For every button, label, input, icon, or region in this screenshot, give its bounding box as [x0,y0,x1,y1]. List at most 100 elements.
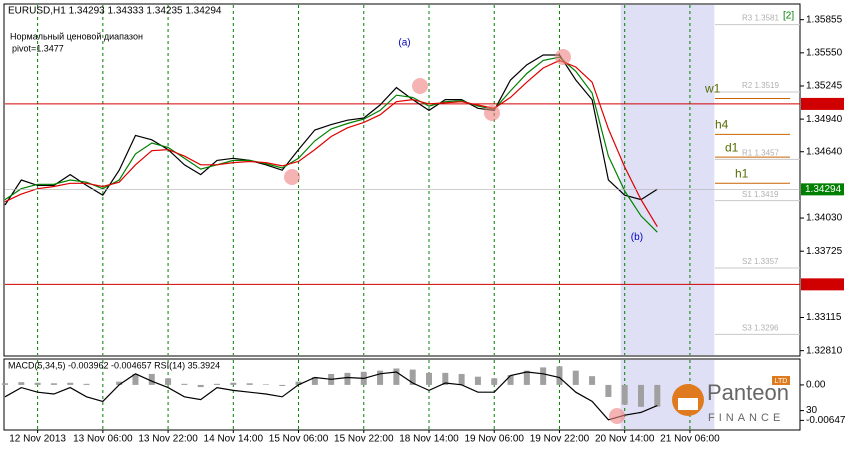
histogram-bar [262,384,269,385]
histogram-bar [148,373,155,385]
histogram-bar [393,368,400,385]
logo-tag-box [772,376,790,385]
histogram-bar [540,367,547,385]
y-tick-label: 1.33115 [806,312,842,323]
marker-circle [555,49,571,65]
y-tick-label: 1.33725 [806,246,843,257]
x-tick-label: 15 Nov 22:00 [334,434,394,445]
histogram-bar [311,377,318,385]
y-tick-label: 1.34940 [806,114,843,125]
histogram-bar [572,370,579,385]
y2-tick-label: 0.00 [806,380,826,391]
red-level-tag [801,278,844,291]
wave-label: (b) [631,232,643,243]
histogram-bar [638,384,644,407]
histogram-bar [18,382,25,385]
histogram-bar [458,373,465,385]
pivot-label: R3 1.3581 [742,14,779,23]
histogram-bar [589,376,596,385]
y-tick-label: 1.35855 [806,14,843,25]
histogram-bar [654,384,661,407]
histogram-bar [426,372,432,385]
y2-tick-label: -0.006478 [806,415,845,426]
highlight-band [620,5,715,355]
histogram-bar [214,383,220,385]
y-tick-label: 1.35550 [806,47,843,58]
histogram-bar [507,375,514,385]
histogram-bar [279,384,286,387]
histogram-bar [197,384,204,388]
histogram-bar [83,383,90,385]
level-label: h1 [735,166,749,180]
x-tick-label: 13 Nov 22:00 [138,434,198,445]
y-tick-label: 1.34030 [806,213,843,224]
main-frame [3,3,801,357]
pivot-label: R2 1.3519 [742,81,779,90]
price-tag-label: 1.34294 [805,184,842,195]
histogram-bar [295,381,302,385]
x-tick-label: 14 Nov 14:00 [204,434,264,445]
histogram-bar [474,376,481,385]
marker-circle [412,78,428,94]
pivot-note: pivot=1.3477 [12,43,64,53]
x-tick-label: 19 Nov 06:00 [464,434,524,445]
y-tick-label: 1.34640 [806,146,843,157]
level-label: d1 [725,140,739,154]
marker-circle [484,105,500,121]
histogram-bar [605,384,612,397]
histogram-bar [491,378,498,385]
level-label: h4 [715,118,729,132]
logo: Panteon FINANCE LTD [672,376,790,424]
histogram-bar [230,382,237,385]
histogram-bar [621,384,628,405]
logo-sub: FINANCE [708,412,784,424]
series-line [4,371,658,421]
pivot-label: S3 1.3296 [742,323,779,332]
histogram-bar [409,369,416,385]
wave-label: (a) [398,38,410,49]
sub-frame [3,358,801,431]
level-label: w1 [704,82,721,96]
histogram-bar [246,383,253,385]
range-note: Нормальный ценовой диапазон [10,31,143,41]
histogram-bar [377,370,384,385]
x-tick-label: 19 Nov 22:00 [530,434,590,445]
red-level-tag [801,97,844,110]
histogram-bar [523,370,530,385]
histogram-bar [67,382,74,385]
histogram-bar [132,373,139,385]
histogram-bar [2,383,8,385]
y-tick-label: 1.35245 [806,81,843,92]
series-line [4,54,658,206]
histogram-bar [181,383,188,385]
x-tick-label: 18 Nov 14:00 [399,434,459,445]
histogram-bar [165,378,172,385]
pivot-label: S1 1.3419 [742,190,779,199]
logo-tag: LTD [775,378,788,385]
logo-icon-shape [678,398,698,410]
histogram-bar [116,381,123,385]
pivot-label: S2 1.3357 [742,257,779,266]
histogram-bar [556,366,563,385]
marker-circle [284,169,300,185]
x-tick-label: 13 Nov 06:00 [73,434,133,445]
histogram-bar [50,383,57,385]
series-line [4,56,658,233]
x-tick-label: 15 Nov 06:00 [269,434,329,445]
price-tag [801,183,844,196]
histogram-bar [34,382,41,385]
x-tick-label: 12 Nov 2013 [9,434,66,445]
x-tick-label: 20 Nov 14:00 [595,434,655,445]
plot-underlay [37,5,715,429]
y-tick-label: 30 [806,405,818,416]
indicator-label: MACD(5,34,5) -0.003962 -0.004657 RSI(14)… [8,360,220,370]
histogram-bar [344,372,351,385]
symbol-label: EURUSD,H1 1.34293 1.34333 1.34235 1.3429… [8,6,222,17]
pivot-label: R1 1.3457 [742,148,779,157]
y-tick-label: 1.32810 [806,345,843,356]
window-tag: [2] [783,11,794,22]
series-line [4,59,658,228]
x-tick-label: 21 Nov 06:00 [660,434,720,445]
marker-circle [609,408,625,424]
